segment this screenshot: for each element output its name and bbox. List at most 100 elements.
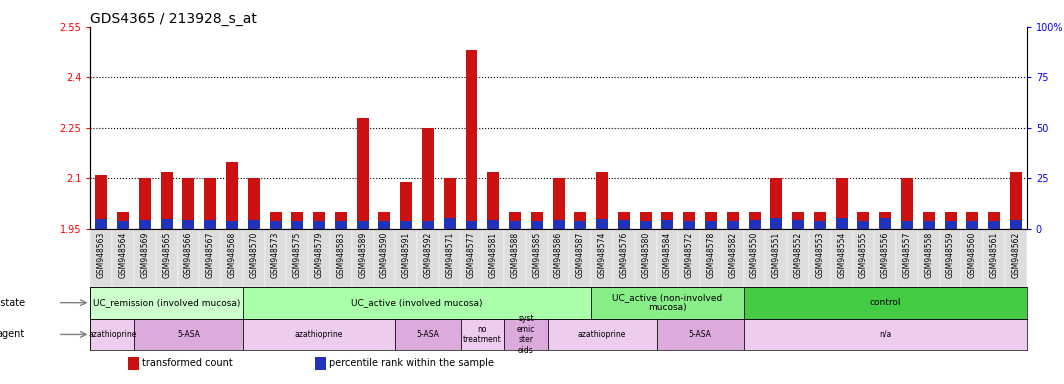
- Bar: [248, 220, 260, 229]
- Bar: [639, 212, 651, 229]
- Bar: [945, 221, 957, 229]
- Bar: [438, 229, 461, 287]
- Bar: [962, 229, 983, 287]
- Text: GSM948554: GSM948554: [837, 232, 846, 278]
- Bar: [396, 229, 417, 287]
- Bar: [487, 172, 499, 229]
- Text: GDS4365 / 213928_s_at: GDS4365 / 213928_s_at: [90, 12, 257, 26]
- Text: GSM948582: GSM948582: [728, 232, 737, 278]
- Bar: [940, 229, 962, 287]
- Bar: [335, 212, 347, 229]
- Bar: [400, 221, 412, 229]
- Bar: [639, 221, 651, 229]
- Bar: [313, 221, 326, 229]
- Text: azathioprine: azathioprine: [295, 330, 344, 339]
- Bar: [569, 229, 592, 287]
- Bar: [656, 229, 679, 287]
- Bar: [618, 212, 630, 229]
- Bar: [112, 229, 134, 287]
- Bar: [379, 221, 390, 229]
- Text: GSM948563: GSM948563: [97, 232, 105, 278]
- Bar: [552, 179, 565, 229]
- Text: GSM948556: GSM948556: [881, 232, 890, 278]
- Bar: [182, 179, 195, 229]
- Bar: [858, 221, 869, 229]
- Bar: [269, 221, 282, 229]
- Bar: [792, 220, 804, 229]
- Bar: [683, 221, 695, 229]
- Bar: [417, 229, 438, 287]
- Bar: [396, 319, 461, 350]
- Bar: [679, 229, 700, 287]
- Text: azathioprine: azathioprine: [88, 330, 136, 339]
- Bar: [90, 287, 243, 319]
- Bar: [461, 229, 482, 287]
- Text: GSM948557: GSM948557: [902, 232, 912, 278]
- Text: GSM948590: GSM948590: [380, 232, 389, 278]
- Bar: [852, 229, 875, 287]
- Bar: [875, 229, 896, 287]
- Text: GSM948575: GSM948575: [293, 232, 302, 278]
- Text: GSM948576: GSM948576: [619, 232, 629, 278]
- Text: GSM948553: GSM948553: [815, 232, 825, 278]
- Text: GSM948586: GSM948586: [554, 232, 563, 278]
- Bar: [922, 212, 935, 229]
- Bar: [335, 221, 347, 229]
- Bar: [744, 287, 1027, 319]
- Bar: [1010, 220, 1021, 229]
- Text: GSM948558: GSM948558: [925, 232, 933, 278]
- Bar: [444, 218, 455, 229]
- Text: 5-ASA: 5-ASA: [177, 330, 200, 339]
- Text: GSM948591: GSM948591: [402, 232, 411, 278]
- Bar: [286, 229, 309, 287]
- Bar: [835, 179, 848, 229]
- Text: GSM948589: GSM948589: [359, 232, 367, 278]
- Bar: [744, 319, 1027, 350]
- Bar: [487, 220, 499, 229]
- Bar: [96, 175, 107, 229]
- Bar: [90, 319, 134, 350]
- Text: GSM948581: GSM948581: [488, 232, 498, 278]
- Bar: [552, 220, 565, 229]
- Bar: [292, 221, 303, 229]
- Bar: [575, 221, 586, 229]
- Bar: [966, 221, 978, 229]
- Text: agent: agent: [0, 329, 26, 339]
- Text: 5-ASA: 5-ASA: [416, 330, 439, 339]
- Bar: [831, 229, 852, 287]
- Bar: [461, 319, 504, 350]
- Bar: [727, 221, 738, 229]
- Bar: [243, 319, 396, 350]
- Bar: [466, 50, 478, 229]
- Text: percentile rank within the sample: percentile rank within the sample: [329, 358, 494, 368]
- Bar: [373, 229, 396, 287]
- Text: GSM948583: GSM948583: [336, 232, 346, 278]
- Bar: [356, 221, 368, 229]
- Text: GSM948579: GSM948579: [315, 232, 323, 278]
- Bar: [700, 229, 721, 287]
- Bar: [662, 212, 674, 229]
- Text: disease state: disease state: [0, 298, 26, 308]
- Bar: [96, 219, 107, 229]
- Bar: [504, 229, 526, 287]
- Bar: [988, 212, 1000, 229]
- Bar: [613, 229, 635, 287]
- Bar: [352, 229, 373, 287]
- Bar: [243, 287, 592, 319]
- Bar: [309, 229, 330, 287]
- Text: GSM948568: GSM948568: [228, 232, 236, 278]
- Bar: [313, 212, 326, 229]
- Bar: [292, 212, 303, 229]
- Bar: [792, 212, 804, 229]
- Text: GSM948587: GSM948587: [576, 232, 585, 278]
- Bar: [705, 212, 717, 229]
- Text: GSM948565: GSM948565: [162, 232, 171, 278]
- Bar: [744, 229, 765, 287]
- Bar: [243, 229, 265, 287]
- Text: GSM948551: GSM948551: [771, 232, 781, 278]
- Bar: [705, 221, 717, 229]
- Bar: [835, 218, 848, 229]
- Bar: [618, 220, 630, 229]
- Text: GSM948559: GSM948559: [946, 232, 955, 278]
- Text: UC_active (non-involved
mucosa): UC_active (non-involved mucosa): [613, 293, 722, 312]
